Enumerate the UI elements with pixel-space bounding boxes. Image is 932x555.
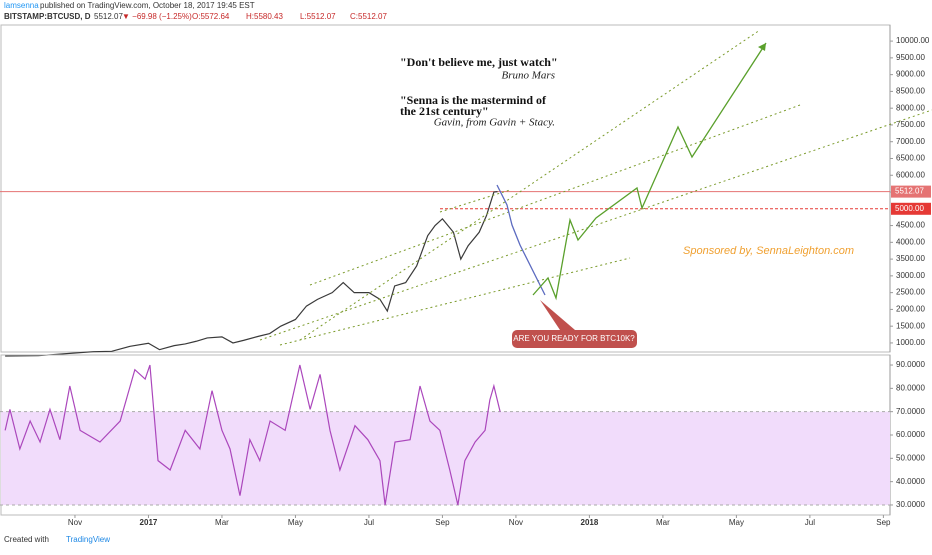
price-label: 5000.00 bbox=[895, 204, 924, 213]
y-tick-label: 2000.00 bbox=[896, 305, 925, 314]
panes: 1000.00 1500.00 2000.00 2500.00 3000.00 3500.… bbox=[0, 24, 931, 527]
y-tick-label: 7000.00 bbox=[896, 137, 925, 146]
x-tick-label: Jul bbox=[364, 518, 374, 527]
arrow-head bbox=[758, 43, 766, 51]
callout-text: ARE YOU READY FOR BTC10K? bbox=[513, 334, 635, 343]
y-tick-label: 8500.00 bbox=[896, 87, 925, 96]
x-tick-label: May bbox=[288, 518, 303, 527]
price-label-box bbox=[891, 202, 931, 215]
x-tick-label: 2017 bbox=[140, 518, 158, 527]
y-tick-label: 7500.00 bbox=[896, 120, 925, 129]
quote: "Don't believe me, just watch" bbox=[400, 55, 558, 69]
close: C:5512.07 bbox=[350, 12, 387, 21]
y-tick-label: 6000.00 bbox=[896, 170, 925, 179]
x-tick-label: Mar bbox=[215, 518, 229, 527]
x-tick-label: Sep bbox=[876, 518, 891, 527]
y-tick-label: 9000.00 bbox=[896, 70, 925, 79]
quote: the 21st century" bbox=[400, 104, 489, 118]
price-label-box bbox=[891, 185, 931, 198]
y-tick-label: 8000.00 bbox=[896, 103, 925, 112]
x-tick-label: Jul bbox=[805, 518, 815, 527]
price-label: 5512.07 bbox=[895, 187, 924, 196]
published: published on TradingView.com, October 18… bbox=[40, 1, 255, 10]
projection-up bbox=[532, 42, 767, 301]
projection-down bbox=[496, 184, 546, 296]
x-tick-label: Nov bbox=[68, 518, 82, 527]
y-tick-label: 50.0000 bbox=[896, 453, 925, 462]
y-tick-label: 1500.00 bbox=[896, 321, 925, 330]
series-line bbox=[5, 191, 498, 357]
y-tick-label: 2500.00 bbox=[896, 288, 925, 297]
series-line bbox=[4, 364, 501, 506]
high: H:5580.43 bbox=[246, 12, 283, 21]
low: L:5512.07 bbox=[300, 12, 336, 21]
callout bbox=[512, 330, 637, 348]
trend-lines bbox=[259, 29, 932, 346]
callout-pointer bbox=[540, 300, 575, 330]
quote-author: Bruno Mars bbox=[502, 70, 555, 82]
author: lamsenna bbox=[4, 1, 39, 10]
x-tick-label: Sep bbox=[435, 518, 450, 527]
rsi-band bbox=[1, 411, 890, 505]
y-tick-label: 10000.00 bbox=[896, 36, 930, 45]
y-tick-label: 80.0000 bbox=[896, 383, 925, 392]
x-tick-label: Nov bbox=[509, 518, 523, 527]
y-tick-label: 3000.00 bbox=[896, 271, 925, 280]
y-tick-label: 6500.00 bbox=[896, 154, 925, 163]
footer-created: Created with bbox=[4, 535, 49, 544]
x-tick-label: Mar bbox=[656, 518, 670, 527]
change: ▼ −69.98 (−1.25%) bbox=[122, 12, 192, 21]
y-tick-label: 3500.00 bbox=[896, 254, 925, 263]
y-tick-label: 4500.00 bbox=[896, 221, 925, 230]
y-tick-label: 1000.00 bbox=[896, 338, 925, 347]
symbol: BITSTAMP:BTCUSD, D bbox=[4, 12, 91, 21]
open: O:5572.64 bbox=[192, 12, 230, 21]
y-tick-label: 9500.00 bbox=[896, 53, 925, 62]
footer-brand: TradingView bbox=[66, 535, 110, 544]
sponsor: Sponsored by, SennaLeighton.com bbox=[683, 245, 854, 257]
y-tick-label: 60.0000 bbox=[896, 430, 925, 439]
y-tick-label: 4000.00 bbox=[896, 237, 925, 246]
last: 5512.07 bbox=[94, 12, 123, 21]
x-tick-label: 2018 bbox=[581, 518, 599, 527]
y-tick-label: 30.0000 bbox=[896, 500, 925, 509]
quote-author: Gavin, from Gavin + Stacy. bbox=[434, 117, 555, 129]
x-tick-label: May bbox=[729, 518, 744, 527]
y-tick-label: 90.0000 bbox=[896, 360, 925, 369]
quote: "Senna is the mastermind of bbox=[400, 93, 547, 107]
y-tick-label: 70.0000 bbox=[896, 407, 925, 416]
y-tick-label: 40.0000 bbox=[896, 477, 925, 486]
